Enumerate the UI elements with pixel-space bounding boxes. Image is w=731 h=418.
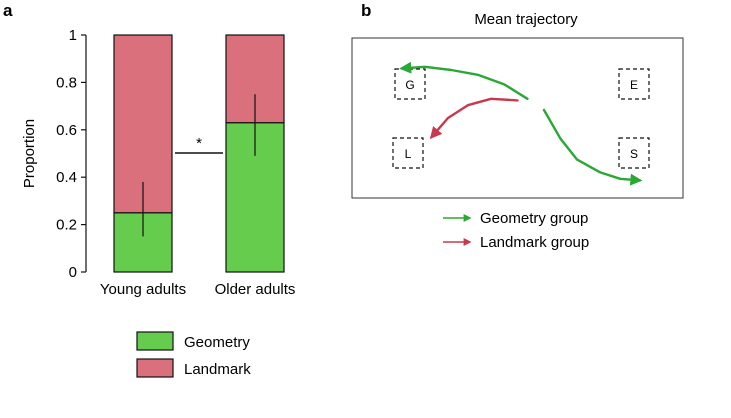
zone-l bbox=[392, 137, 424, 169]
x-tick-label: Young adults bbox=[100, 281, 186, 298]
legend-swatch-geometry bbox=[136, 331, 174, 351]
y-tick-label: 0 bbox=[69, 264, 77, 281]
trajectory-geometry-group-1 bbox=[542, 108, 643, 186]
chart-title: Mean trajectory bbox=[474, 11, 578, 28]
trajectory-geometry-group-0 bbox=[399, 61, 529, 100]
y-axis-label: Proportion bbox=[21, 119, 38, 188]
arena-box bbox=[351, 37, 684, 199]
significance-star: * bbox=[196, 135, 202, 152]
y-tick-label: 0.4 bbox=[56, 169, 77, 186]
bars bbox=[113, 34, 285, 273]
y-axis: 0 0.2 0.4 0.6 0.8 1 bbox=[56, 27, 87, 281]
zones: G E L S bbox=[392, 68, 650, 169]
legend-label-geometry-group: Geometry group bbox=[480, 210, 588, 227]
zone-label-g: G bbox=[405, 78, 414, 92]
panel-letter-a: a bbox=[3, 1, 13, 20]
zone-s bbox=[618, 137, 650, 169]
y-tick-label: 0.6 bbox=[56, 122, 77, 139]
legend-panel-b: Geometry group Landmark group bbox=[443, 210, 589, 251]
x-tick-labels: Young adults Older adults bbox=[100, 281, 296, 298]
zone-label-l: L bbox=[405, 147, 412, 161]
y-tick-label: 0.2 bbox=[56, 217, 77, 234]
y-tick-label: 0.8 bbox=[56, 74, 77, 91]
legend-label-landmark-group: Landmark group bbox=[480, 234, 589, 251]
legend-panel-a: Geometry Landmark bbox=[136, 331, 251, 378]
trajectory-landmark-group-0 bbox=[429, 97, 519, 140]
zone-label-e: E bbox=[630, 78, 638, 92]
zone-label-s: S bbox=[630, 147, 638, 161]
trajectories bbox=[399, 61, 643, 186]
panel-b-trajectory: Mean trajectory G E L S Geometry group Landm… bbox=[351, 11, 684, 251]
y-tick-label: 1 bbox=[69, 27, 77, 44]
legend-swatch-landmark bbox=[136, 358, 174, 378]
legend-label-geometry: Geometry bbox=[184, 334, 250, 351]
zone-e bbox=[618, 68, 650, 100]
panel-a-bar-chart: 0 0.2 0.4 0.6 0.8 1 Proportion * Young adults… bbox=[21, 27, 295, 378]
x-tick-label: Older adults bbox=[215, 281, 296, 298]
panel-letter-b: b bbox=[361, 1, 371, 20]
legend-label-landmark: Landmark bbox=[184, 361, 251, 378]
significance-marker: * bbox=[175, 135, 223, 154]
